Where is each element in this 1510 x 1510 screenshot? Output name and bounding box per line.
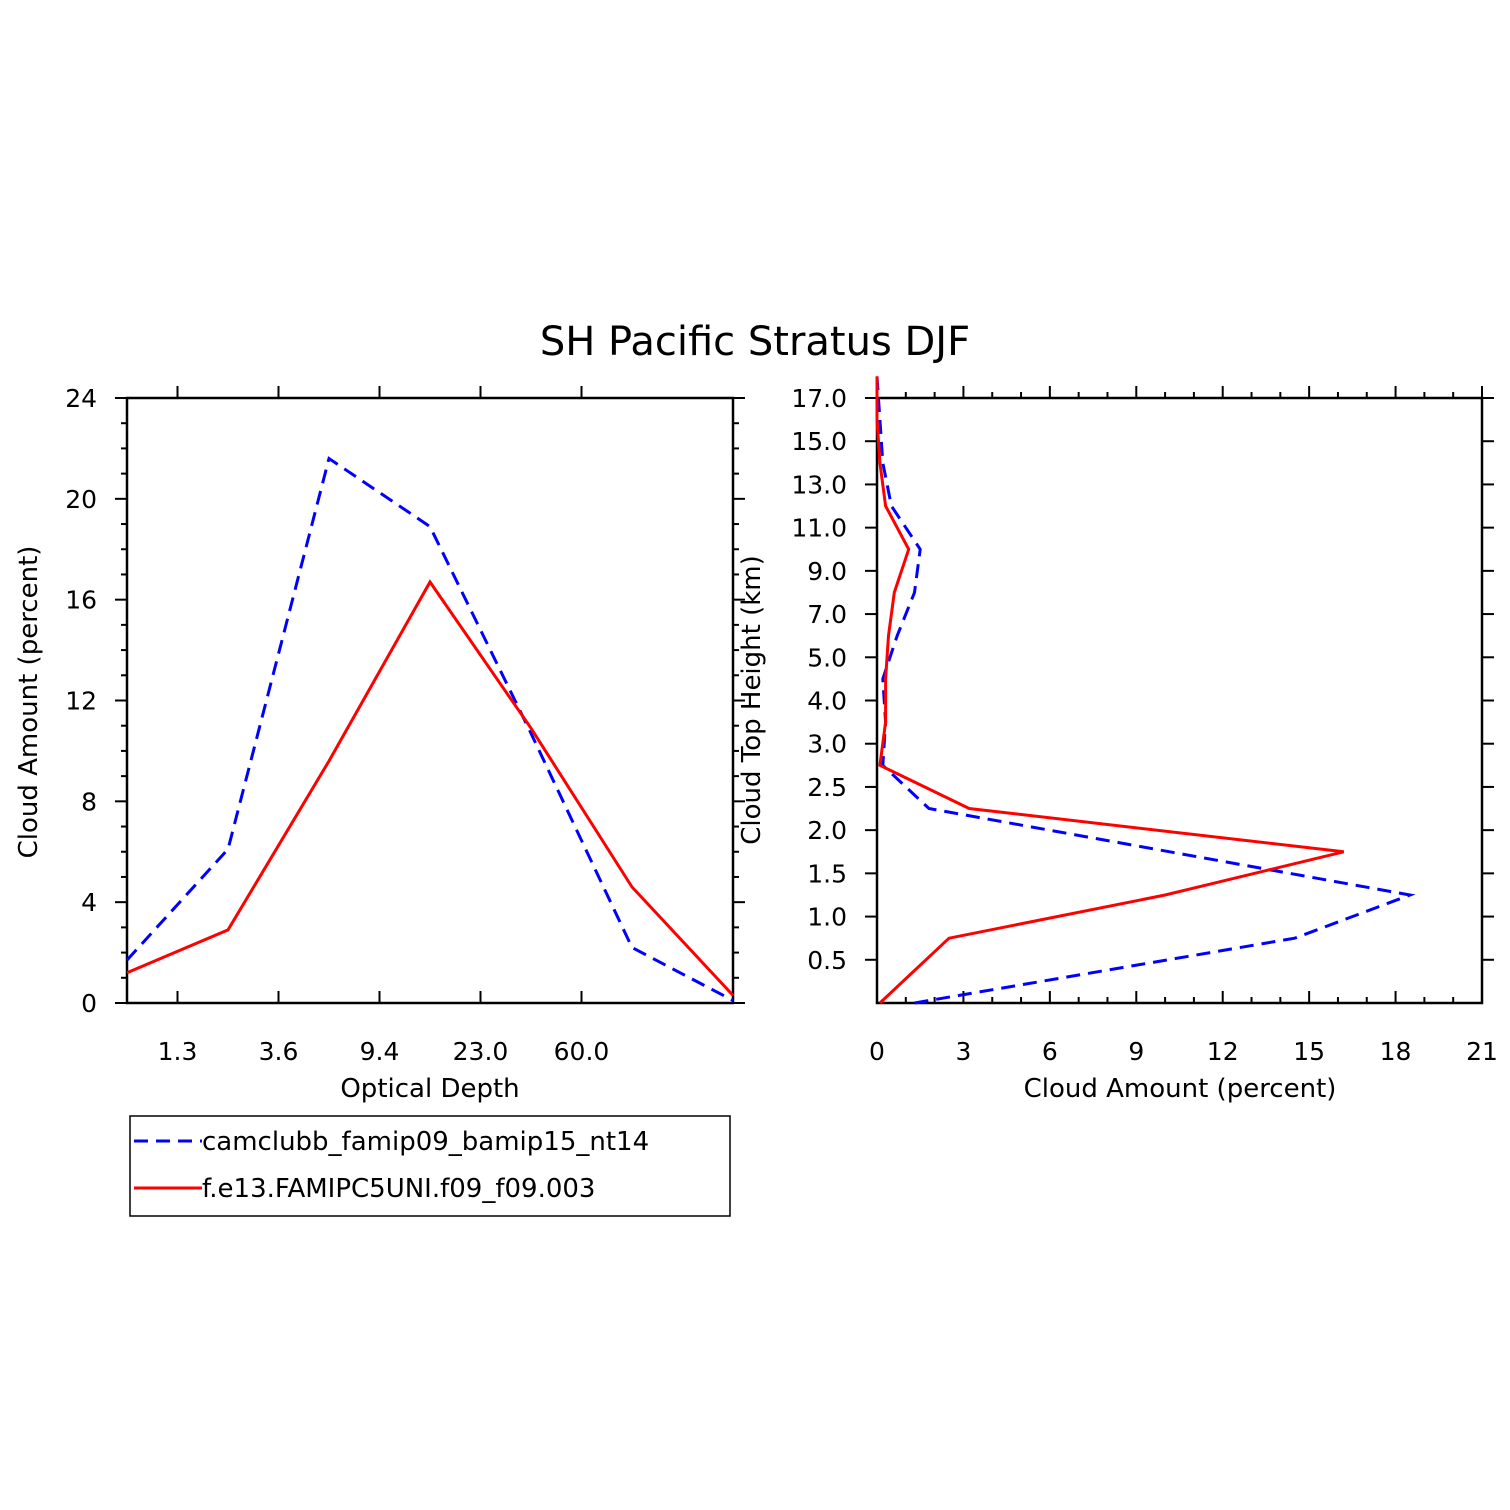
right-y-tick-label: 3.0 [807, 730, 847, 759]
left-x-axis-label: Optical Depth [340, 1074, 519, 1104]
left-x-tick-label: 60.0 [554, 1037, 610, 1066]
left-x-tick-label: 1.3 [158, 1037, 198, 1066]
left-x-tick-label: 23.0 [453, 1037, 509, 1066]
right-y-tick-label: 7.0 [807, 600, 847, 629]
left-y-tick-label: 8 [81, 787, 97, 816]
left-y-tick-label: 0 [81, 989, 97, 1018]
right-x-tick-label: 18 [1380, 1037, 1412, 1066]
left-series-line-fe13 [126, 579, 735, 997]
right-y-tick-label: 9.0 [807, 557, 847, 586]
right-y-tick-label: 2.0 [807, 816, 847, 845]
left-x-tick-label: 3.6 [259, 1037, 299, 1066]
right-y-axis-label: Cloud Top Height (km) [737, 555, 767, 845]
right-y-tick-label: 11.0 [791, 514, 847, 543]
right-x-tick-label: 3 [955, 1037, 971, 1066]
left-y-tick-label: 12 [65, 687, 97, 716]
legend-box [129, 1115, 731, 1217]
right-series-line-camclubb [875, 376, 1416, 1005]
right-x-tick-label: 9 [1128, 1037, 1144, 1066]
right-y-tick-label: 2.5 [807, 773, 847, 802]
right-y-tick-label: 5.0 [807, 643, 847, 672]
left-y-axis-label: Cloud Amount (percent) [14, 546, 44, 859]
left-x-tick-label: 9.4 [360, 1037, 400, 1066]
optical-depth-panel: Optical Depth Cloud Amount (percent) 1.3… [14, 384, 745, 1104]
right-y-tick-label: 1.5 [807, 859, 847, 888]
left-plot-frame [125, 396, 735, 1005]
left-y-tick-label: 4 [81, 888, 97, 917]
left-y-tick-label: 20 [65, 485, 97, 514]
right-y-tick-label: 17.0 [791, 384, 847, 413]
left-y-tick-label: 24 [65, 384, 97, 413]
right-y-tick-label: 4.0 [807, 687, 847, 716]
right-x-tick-label: 0 [869, 1037, 885, 1066]
right-x-tick-label: 15 [1293, 1037, 1325, 1066]
left-y-tick-label: 16 [65, 586, 97, 615]
right-plot-frame [875, 396, 1484, 1005]
right-x-tick-label: 12 [1207, 1037, 1239, 1066]
legend-label-camclubb: camclubb_famip09_bamip15_nt14 [202, 1127, 649, 1157]
right-x-axis-label: Cloud Amount (percent) [1024, 1074, 1337, 1104]
legend-label-fe13: f.e13.FAMIPC5UNI.f09_f09.003 [202, 1174, 595, 1204]
legend: camclubb_famip09_bamip15_nt14 f.e13.FAMI… [129, 1115, 731, 1217]
right-y-tick-label: 15.0 [791, 427, 847, 456]
left-series-line-camclubb [125, 456, 734, 1002]
chart-title: SH Pacific Stratus DJF [540, 319, 970, 365]
cloud-top-height-panel: Cloud Amount (percent) Cloud Top Height … [737, 376, 1498, 1104]
right-y-tick-label: 13.0 [791, 470, 847, 499]
right-y-tick-label: 0.5 [807, 946, 847, 975]
right-series-line-fe13 [875, 376, 1345, 1005]
right-x-tick-label: 21 [1466, 1037, 1498, 1066]
right-x-tick-label: 6 [1042, 1037, 1058, 1066]
right-y-tick-label: 1.0 [807, 903, 847, 932]
